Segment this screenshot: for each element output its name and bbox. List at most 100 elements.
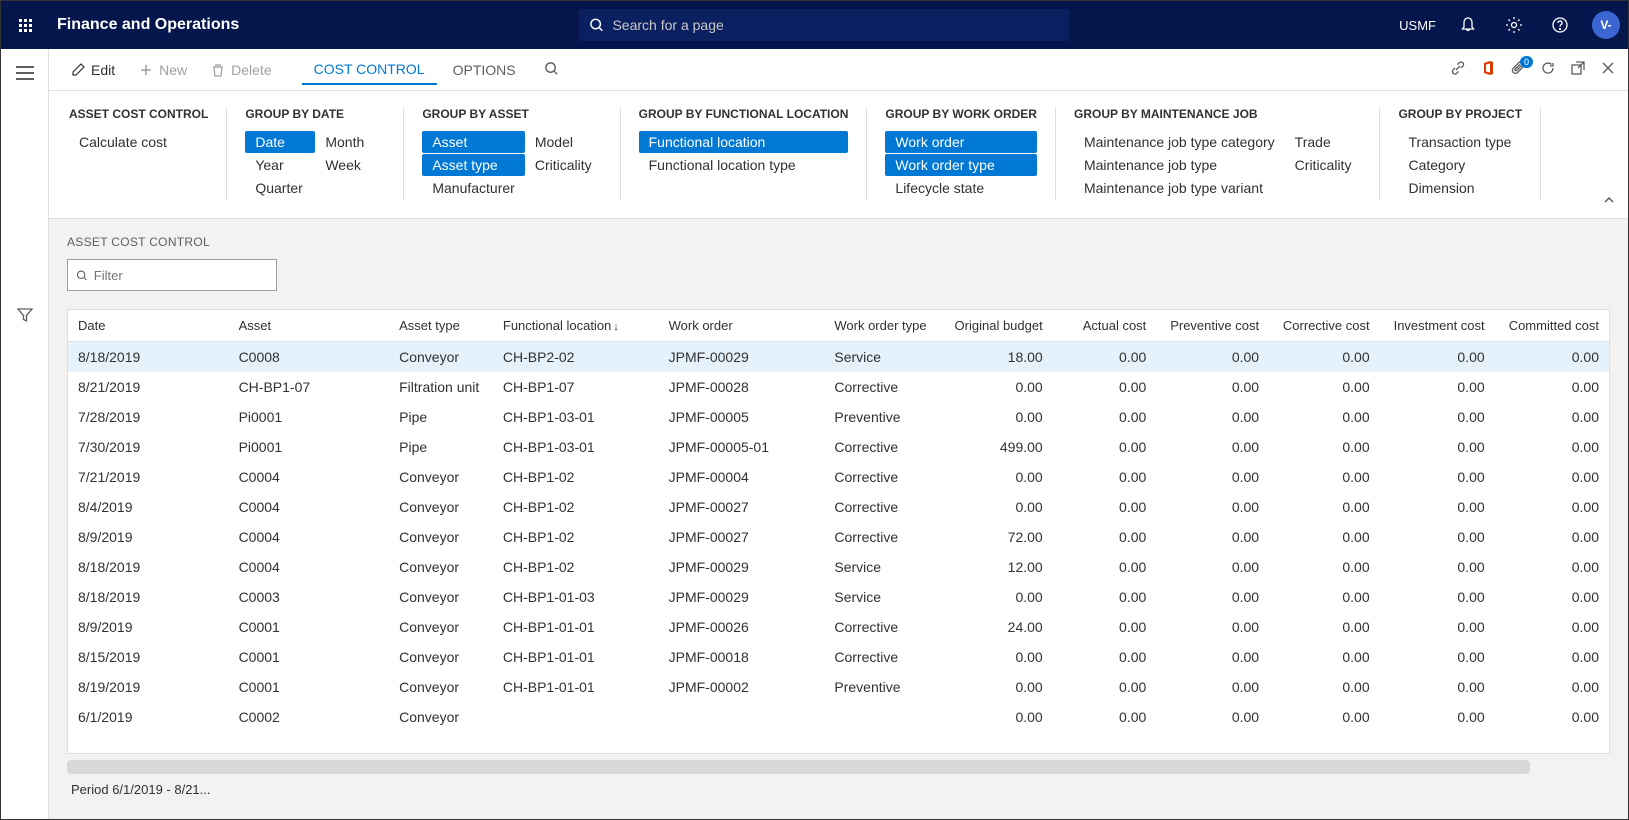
- cell-actual[interactable]: 0.00: [1053, 612, 1157, 642]
- cell-fl[interactable]: CH-BP1-02: [493, 492, 659, 522]
- cell-orig_budget[interactable]: 0.00: [941, 492, 1053, 522]
- group-date[interactable]: Date: [245, 131, 315, 153]
- cell-committed[interactable]: 0.00: [1495, 702, 1609, 732]
- cell-wo[interactable]: JPMF-00027: [659, 492, 825, 522]
- nav-menu-button[interactable]: [13, 61, 37, 85]
- table-row[interactable]: 7/21/2019C0004ConveyorCH-BP1-02JPMF-0000…: [68, 462, 1609, 492]
- cell-actual[interactable]: 0.00: [1053, 702, 1157, 732]
- cell-asset_type[interactable]: Conveyor: [389, 342, 493, 373]
- cell-asset_type[interactable]: Conveyor: [389, 582, 493, 612]
- col-wo[interactable]: Work order: [659, 310, 825, 342]
- cell-wo[interactable]: JPMF-00002: [659, 672, 825, 702]
- cell-asset[interactable]: CH-BP1-07: [229, 372, 390, 402]
- group-quarter[interactable]: Quarter: [245, 177, 315, 199]
- user-avatar[interactable]: V-: [1592, 11, 1620, 39]
- search-input[interactable]: [612, 17, 1059, 33]
- cell-corrective[interactable]: 0.00: [1269, 612, 1380, 642]
- table-row[interactable]: 6/1/2019C0002Conveyor0.000.000.000.000.0…: [68, 702, 1609, 732]
- col-preventive[interactable]: Preventive cost: [1156, 310, 1269, 342]
- cell-wo[interactable]: JPMF-00005: [659, 402, 825, 432]
- cell-corrective[interactable]: 0.00: [1269, 702, 1380, 732]
- table-row[interactable]: 8/4/2019C0004ConveyorCH-BP1-02JPMF-00027…: [68, 492, 1609, 522]
- table-row[interactable]: 8/9/2019C0001ConveyorCH-BP1-01-01JPMF-00…: [68, 612, 1609, 642]
- table-row[interactable]: 8/18/2019C0008ConveyorCH-BP2-02JPMF-0002…: [68, 342, 1609, 373]
- cell-wo_type[interactable]: Service: [824, 582, 940, 612]
- table-row[interactable]: 7/30/2019Pi0001PipeCH-BP1-03-01JPMF-0000…: [68, 432, 1609, 462]
- cell-corrective[interactable]: 0.00: [1269, 522, 1380, 552]
- cell-orig_budget[interactable]: 0.00: [941, 582, 1053, 612]
- group-year[interactable]: Year: [245, 154, 315, 176]
- cell-asset[interactable]: C0001: [229, 672, 390, 702]
- group-wo[interactable]: Work order: [885, 131, 1037, 153]
- cell-fl[interactable]: CH-BP1-07: [493, 372, 659, 402]
- cell-asset[interactable]: C0003: [229, 582, 390, 612]
- cell-asset_type[interactable]: Filtration unit: [389, 372, 493, 402]
- cell-corrective[interactable]: 0.00: [1269, 552, 1380, 582]
- table-row[interactable]: 7/28/2019Pi0001PipeCH-BP1-03-01JPMF-0000…: [68, 402, 1609, 432]
- cell-date[interactable]: 8/15/2019: [68, 642, 229, 672]
- cell-orig_budget[interactable]: 0.00: [941, 462, 1053, 492]
- cell-fl[interactable]: CH-BP1-01-01: [493, 672, 659, 702]
- group-month[interactable]: Month: [315, 131, 385, 153]
- cell-investment[interactable]: 0.00: [1380, 702, 1495, 732]
- cell-corrective[interactable]: 0.00: [1269, 402, 1380, 432]
- cell-preventive[interactable]: 0.00: [1156, 342, 1269, 373]
- cell-investment[interactable]: 0.00: [1380, 462, 1495, 492]
- group-model[interactable]: Model: [525, 131, 602, 153]
- cell-asset[interactable]: Pi0001: [229, 432, 390, 462]
- cell-orig_budget[interactable]: 18.00: [941, 342, 1053, 373]
- cell-date[interactable]: 8/9/2019: [68, 522, 229, 552]
- group-asset-type[interactable]: Asset type: [422, 154, 524, 176]
- collapse-panel-icon[interactable]: [1602, 193, 1616, 210]
- cell-asset_type[interactable]: Pipe: [389, 432, 493, 462]
- cell-orig_budget[interactable]: 0.00: [941, 372, 1053, 402]
- cell-corrective[interactable]: 0.00: [1269, 582, 1380, 612]
- cell-corrective[interactable]: 0.00: [1269, 492, 1380, 522]
- group-dimension[interactable]: Dimension: [1398, 177, 1522, 199]
- cell-actual[interactable]: 0.00: [1053, 492, 1157, 522]
- cell-fl[interactable]: CH-BP1-02: [493, 522, 659, 552]
- cell-wo[interactable]: JPMF-00027: [659, 522, 825, 552]
- cell-investment[interactable]: 0.00: [1380, 642, 1495, 672]
- cell-asset_type[interactable]: Pipe: [389, 402, 493, 432]
- group-mj-variant[interactable]: Maintenance job type variant: [1074, 177, 1285, 199]
- cell-fl[interactable]: CH-BP1-01-01: [493, 612, 659, 642]
- cell-preventive[interactable]: 0.00: [1156, 672, 1269, 702]
- cell-investment[interactable]: 0.00: [1380, 582, 1495, 612]
- cell-wo_type[interactable]: Preventive: [824, 402, 940, 432]
- col-asset-type[interactable]: Asset type: [389, 310, 493, 342]
- cell-wo[interactable]: [659, 702, 825, 732]
- cell-orig_budget[interactable]: 0.00: [941, 642, 1053, 672]
- cell-investment[interactable]: 0.00: [1380, 522, 1495, 552]
- cell-wo_type[interactable]: Corrective: [824, 372, 940, 402]
- group-category[interactable]: Category: [1398, 154, 1522, 176]
- group-wo-type[interactable]: Work order type: [885, 154, 1037, 176]
- group-trade[interactable]: Trade: [1285, 131, 1362, 153]
- group-manufacturer[interactable]: Manufacturer: [422, 177, 524, 199]
- search-action-icon[interactable]: [532, 55, 571, 85]
- cell-orig_budget[interactable]: 499.00: [941, 432, 1053, 462]
- cell-investment[interactable]: 0.00: [1380, 372, 1495, 402]
- horizontal-scrollbar[interactable]: [67, 760, 1530, 774]
- group-week[interactable]: Week: [315, 154, 385, 176]
- cell-actual[interactable]: 0.00: [1053, 402, 1157, 432]
- group-fl-type[interactable]: Functional location type: [639, 154, 849, 176]
- cell-wo_type[interactable]: [824, 702, 940, 732]
- cell-actual[interactable]: 0.00: [1053, 672, 1157, 702]
- col-date[interactable]: Date: [68, 310, 229, 342]
- cell-asset[interactable]: C0001: [229, 612, 390, 642]
- refresh-icon[interactable]: [1540, 60, 1556, 79]
- cell-date[interactable]: 7/21/2019: [68, 462, 229, 492]
- cell-date[interactable]: 8/21/2019: [68, 372, 229, 402]
- attachments-icon[interactable]: 0: [1510, 60, 1526, 79]
- cell-date[interactable]: 7/28/2019: [68, 402, 229, 432]
- cell-date[interactable]: 7/30/2019: [68, 432, 229, 462]
- cell-wo[interactable]: JPMF-00029: [659, 552, 825, 582]
- cell-wo[interactable]: JPMF-00026: [659, 612, 825, 642]
- cell-asset[interactable]: C0004: [229, 492, 390, 522]
- cell-wo_type[interactable]: Service: [824, 342, 940, 373]
- cell-wo_type[interactable]: Service: [824, 552, 940, 582]
- cell-fl[interactable]: [493, 702, 659, 732]
- cell-investment[interactable]: 0.00: [1380, 432, 1495, 462]
- group-fl[interactable]: Functional location: [639, 131, 849, 153]
